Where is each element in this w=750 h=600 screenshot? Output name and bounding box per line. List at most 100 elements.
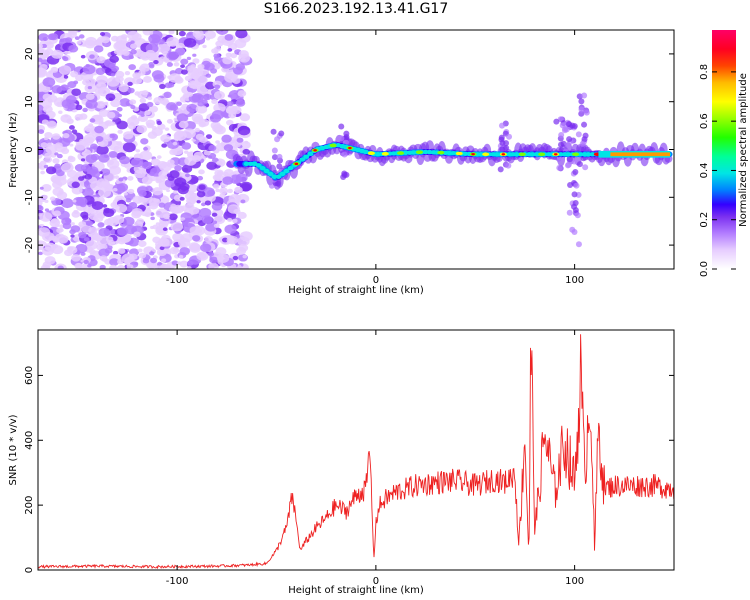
heatmap-speckle [234,186,243,194]
heatmap-speckle [116,141,123,146]
heatmap-speckle [65,218,72,223]
heatmap-speckle [138,103,150,112]
heatmap-speckle [196,190,206,198]
heatmap-y-axis-label: Frequency (Hz) [8,112,19,188]
heatmap-speckle [160,134,171,143]
heatmap-speckle [149,251,155,256]
track-smear [581,121,588,128]
heatmap-speckle [234,142,241,148]
heatmap-speckle [156,224,167,234]
heatmap-speckle [176,101,182,107]
heatmap-speckle [208,144,217,152]
track-smear [576,161,583,168]
track-hotspot [381,152,389,156]
heatmap-speckle [227,204,240,214]
track-smear [343,134,350,141]
heatmap-speckle [41,184,52,192]
colorbar-gradient [712,30,736,269]
heatmap-speckle [85,127,92,133]
heatmap-signal-track [232,92,673,248]
heatmap-speckle [78,176,85,181]
track-smear [338,123,345,130]
heatmap-speckle [42,93,52,101]
heatmap-speckle [82,43,87,47]
heatmap-speckle [109,258,119,266]
track-smear [553,118,560,125]
heatmap-speckle [62,222,72,230]
heatmap-speckle [173,190,178,194]
heatmap-speckle [42,77,56,88]
heatmap-speckle [44,199,49,203]
heatmap-speckle [130,104,136,110]
heatmap-speckle [39,63,48,71]
heatmap-speckle [197,101,205,107]
track-hotspot [501,153,506,156]
heatmap-speckle [172,141,178,146]
heatmap-speckle [83,259,89,265]
heatmap-speckle [238,253,248,262]
heatmap-speckle [170,221,184,232]
track-smear [574,212,581,219]
heatmap-speckle [228,112,237,119]
colorbar-tick-label: 0.6 [699,113,710,129]
colorbar-ticks: 0.0 0.2 0.4 0.6 0.8 [699,64,736,277]
heatmap-speckle [38,61,42,66]
heatmap-speckle [128,55,134,60]
heatmap-speckle [54,163,61,169]
heatmap-speckle [99,264,106,269]
track-hotspot [482,152,490,157]
heatmap-speckle [180,64,186,69]
heatmap-speckle [42,232,55,242]
heatmap-speckle [232,255,239,261]
track-smear [506,133,513,140]
heatmap-speckle [179,247,191,256]
heatmap-speckle [160,237,173,247]
heatmap-speckle [179,196,185,201]
heatmap-speckle [45,166,57,175]
track-smear [563,126,570,133]
heatmap-speckle [207,189,216,197]
heatmap-speckle [110,73,116,77]
heatmap-speckle [98,248,110,258]
heatmap-speckle [85,220,94,227]
track-smear [571,191,578,198]
heatmap-speckle [134,262,139,266]
heatmap-speckle [123,192,128,196]
track-core [303,154,310,159]
heatmap-speckle [102,204,108,208]
heatmap-speckle [68,44,79,53]
heatmap-speckle [130,43,137,49]
heatmap-speckle [227,217,233,223]
track-smear [276,163,283,170]
heatmap-speckle [157,43,170,54]
heatmap-speckle [199,136,208,144]
track-smear [572,168,579,175]
heatmap-speckle [226,100,234,107]
heatmap-speckle [215,126,223,133]
heatmap-speckle [51,49,64,59]
track-core [299,157,306,162]
heatmap-speckle [46,120,58,129]
heatmap-speckle [184,75,193,82]
heatmap-speckle [141,161,152,170]
heatmap-speckle [70,71,79,78]
heatmap-speckle [189,206,200,215]
heatmap-speckle [96,75,108,85]
heatmap-speckle [115,203,128,213]
track-hotspot [518,152,526,157]
heatmap-speckle [94,114,103,121]
heatmap-speckle [83,134,96,143]
snr-y-axis-label: SNR (10 * v/v) [8,414,19,485]
heatmap-speckle [193,151,205,160]
heatmap-speckle [56,153,63,159]
heatmap-speckle [52,180,63,189]
heatmap-speckle [192,235,201,242]
heatmap-speckle [70,225,81,233]
y-tick-label: 600 [24,366,35,385]
heatmap-speckle [38,104,44,113]
heatmap-speckle [166,102,177,111]
heatmap-speckle [207,251,215,257]
heatmap-speckle [225,52,232,58]
heatmap-speckle [71,129,78,134]
heatmap-speckle [116,120,128,130]
